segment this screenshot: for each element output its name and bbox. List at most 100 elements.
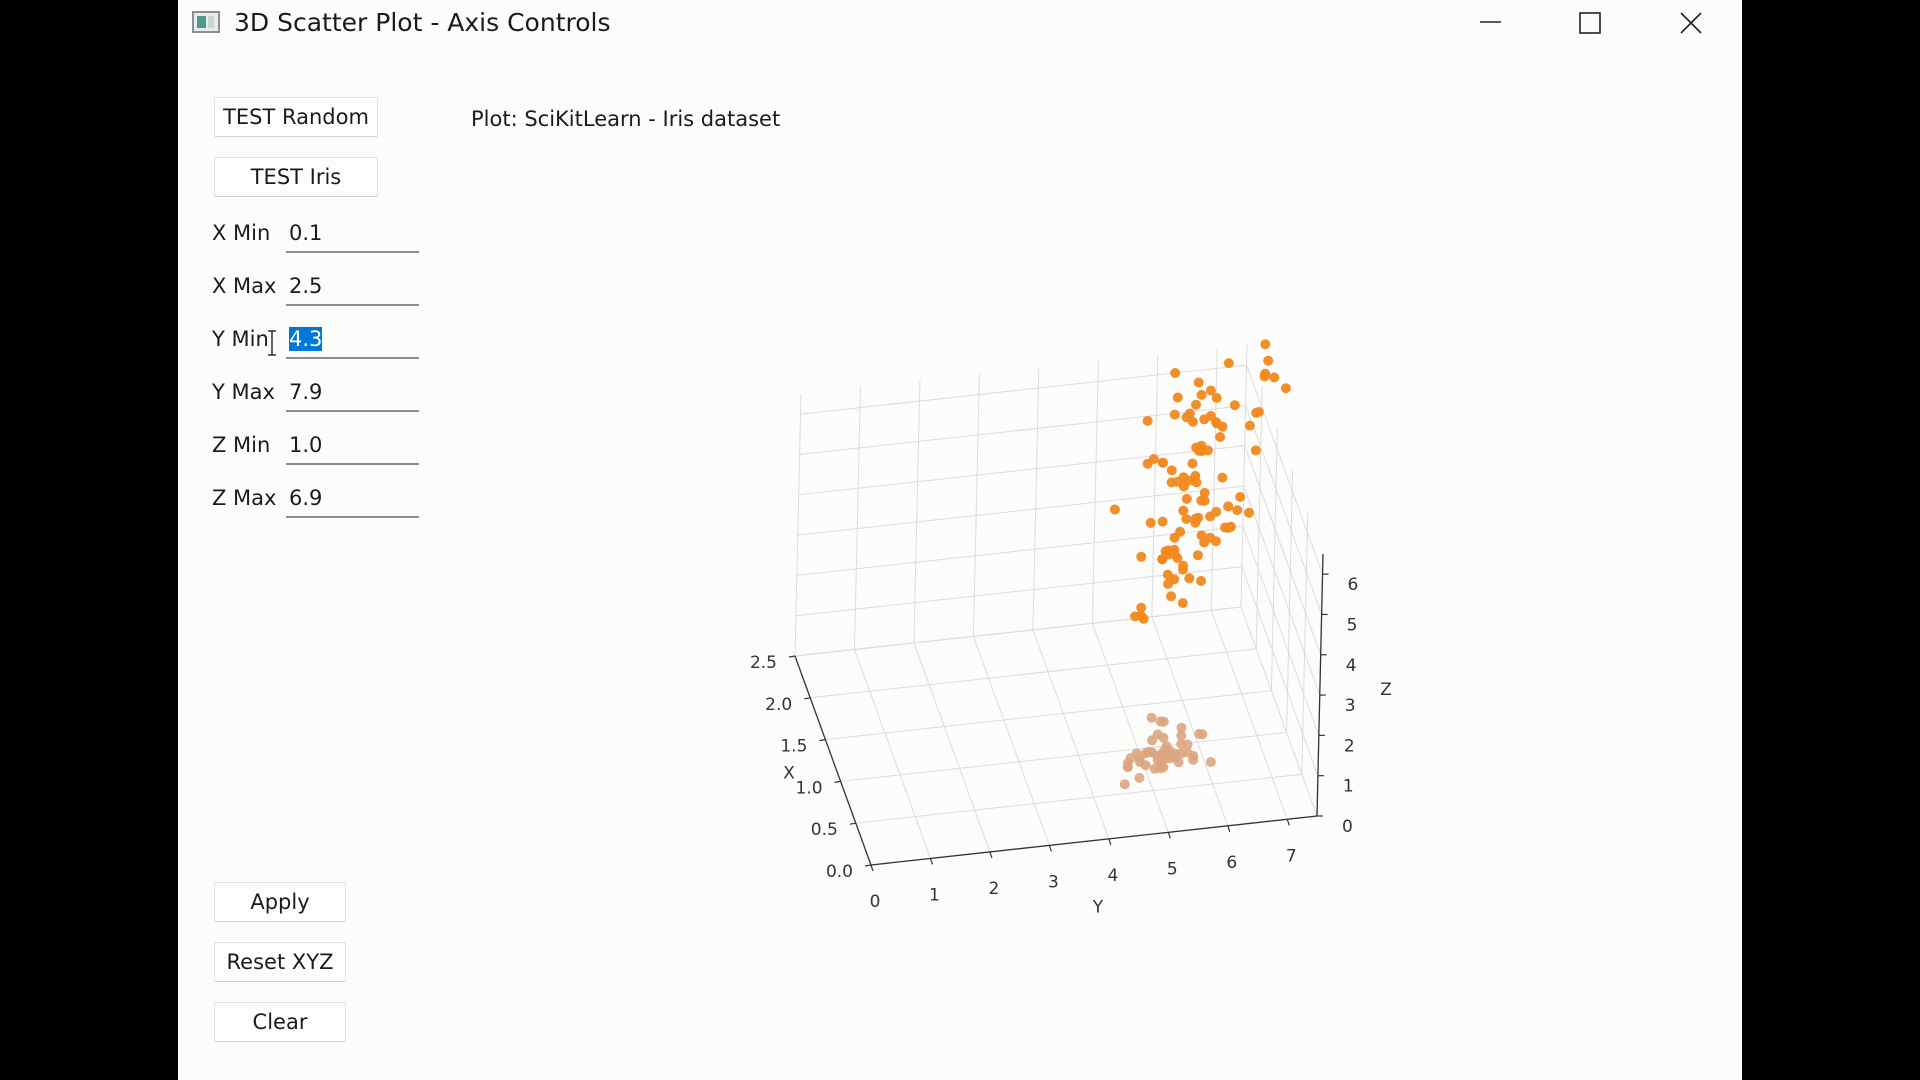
- scatter-point: [1134, 772, 1145, 783]
- scatter-point: [1211, 392, 1222, 403]
- side-wall-gridline: [1246, 364, 1324, 575]
- y-axis-label: Y: [1092, 898, 1104, 918]
- y-tick-mark: [1286, 819, 1290, 826]
- scatter-point: [1119, 779, 1130, 790]
- x-axis-line: [794, 655, 872, 866]
- scatter-point: [1205, 385, 1216, 396]
- y-min-value: 4.3: [289, 327, 323, 351]
- reset-xyz-button[interactable]: Reset XYZ: [214, 942, 346, 982]
- close-icon: [1680, 12, 1702, 34]
- scatter-point: [1244, 507, 1254, 518]
- y-tick-mark: [989, 851, 993, 859]
- x-max-input[interactable]: 2.5: [286, 272, 419, 306]
- back-wall-gridline: [1091, 361, 1099, 624]
- scatter-point: [1235, 492, 1246, 502]
- scatter-point: [1182, 739, 1193, 750]
- x-tick-label: 1.5: [780, 737, 807, 757]
- clear-button[interactable]: Clear: [214, 1002, 346, 1042]
- y-tick-label: 2: [989, 879, 1000, 899]
- scatter-point: [1196, 446, 1207, 456]
- scatter-point: [1172, 553, 1183, 564]
- floor-gridline: [1151, 616, 1229, 826]
- floor-gridline: [855, 773, 1302, 824]
- z-max-label: Z Max: [212, 486, 277, 510]
- apply-button[interactable]: Apply: [214, 882, 346, 922]
- scatter-point: [1169, 532, 1180, 543]
- text-cursor-icon: [268, 330, 276, 356]
- x-min-input[interactable]: 0.1: [286, 219, 419, 253]
- maximize-icon: [1579, 12, 1601, 34]
- test-iris-button[interactable]: TEST Iris: [214, 157, 378, 197]
- y-tick-label: 7: [1286, 846, 1297, 866]
- z-min-input[interactable]: 1.0: [286, 431, 419, 465]
- floor-gridline: [972, 636, 1050, 846]
- scatter-point: [1191, 477, 1202, 488]
- maximize-button[interactable]: [1544, 0, 1636, 46]
- test-random-button[interactable]: TEST Random: [214, 97, 378, 137]
- scatter-point: [1196, 530, 1207, 541]
- z-axis-label: Z: [1380, 680, 1392, 700]
- minimize-button[interactable]: [1444, 0, 1536, 46]
- scatter-point: [1229, 400, 1240, 411]
- y-max-input[interactable]: 7.9: [286, 378, 419, 412]
- scatter-point: [1280, 383, 1291, 394]
- floor-gridline: [840, 731, 1287, 782]
- scatter-point: [1250, 445, 1261, 456]
- scatter-point: [1211, 506, 1222, 517]
- y-tick-mark: [870, 864, 874, 872]
- scatter-point: [1196, 576, 1207, 586]
- scatter-point: [1190, 517, 1201, 528]
- floor-gridline: [810, 648, 1257, 699]
- scatter-point: [1164, 745, 1175, 756]
- x-tick-mark: [804, 697, 811, 700]
- z-tick-label: 6: [1348, 575, 1359, 595]
- scatter-point: [1199, 487, 1210, 498]
- scatter-plot-3d[interactable]: 0 1 2 3 4 5 6 7 0.0 0.5 1.0 1.5 2.0 2.5 0 1 2 3 4 5 6 Y X Z: [178, 0, 1742, 1080]
- scatter-point: [1109, 504, 1120, 515]
- x-min-value: 0.1: [289, 221, 323, 245]
- scatter-point: [1146, 712, 1157, 723]
- y-tick-label: 6: [1226, 853, 1237, 873]
- y-max-label: Y Max: [212, 380, 275, 404]
- scatter-point: [1251, 407, 1262, 418]
- scatter-point: [1223, 501, 1234, 512]
- scatter-point: [1263, 355, 1274, 366]
- scatter-point: [1147, 735, 1158, 746]
- y-tick-label: 1: [929, 885, 940, 905]
- scatter-point: [1193, 377, 1204, 388]
- y-tick-mark: [1048, 845, 1052, 852]
- y-tick-mark: [1167, 832, 1171, 839]
- scatter-point: [1122, 762, 1133, 773]
- title-bar[interactable]: 3D Scatter Plot - Axis Controls: [178, 0, 1742, 46]
- scatter-point: [1178, 560, 1189, 571]
- scatter-point: [1223, 358, 1234, 369]
- scatter-point: [1184, 573, 1195, 584]
- minimize-icon: [1480, 21, 1501, 23]
- side-wall-gridline: [1245, 405, 1323, 615]
- scatter-point: [1142, 415, 1153, 426]
- z-tick-label: 0: [1342, 817, 1353, 837]
- x-tick-mark: [819, 739, 826, 742]
- y-min-input[interactable]: 4.3: [286, 325, 419, 359]
- side-wall-gridline: [1244, 445, 1322, 655]
- y-axis-line: [870, 815, 1318, 866]
- floor-gridline: [1210, 610, 1288, 820]
- y-tick-mark: [929, 858, 934, 865]
- scatter-point: [1169, 409, 1180, 420]
- side-wall-gridline: [1241, 566, 1319, 776]
- z-max-input[interactable]: 6.9: [286, 484, 419, 518]
- scatter-point: [1187, 416, 1198, 427]
- scatter-point: [1205, 757, 1216, 767]
- close-button[interactable]: [1644, 0, 1736, 46]
- scatter-point: [1232, 505, 1243, 516]
- scatter-point: [1136, 610, 1146, 621]
- side-wall-gridline: [1286, 470, 1294, 733]
- x-tick-label: 0.0: [826, 862, 853, 882]
- z-tick-label: 5: [1347, 615, 1358, 635]
- scatter-point: [1173, 757, 1184, 768]
- back-wall-gridline: [853, 387, 861, 650]
- scatter-point: [1199, 495, 1210, 506]
- scatter-point: [1192, 550, 1203, 561]
- scatter-point: [1184, 408, 1195, 419]
- back-wall-gridline: [796, 525, 1243, 576]
